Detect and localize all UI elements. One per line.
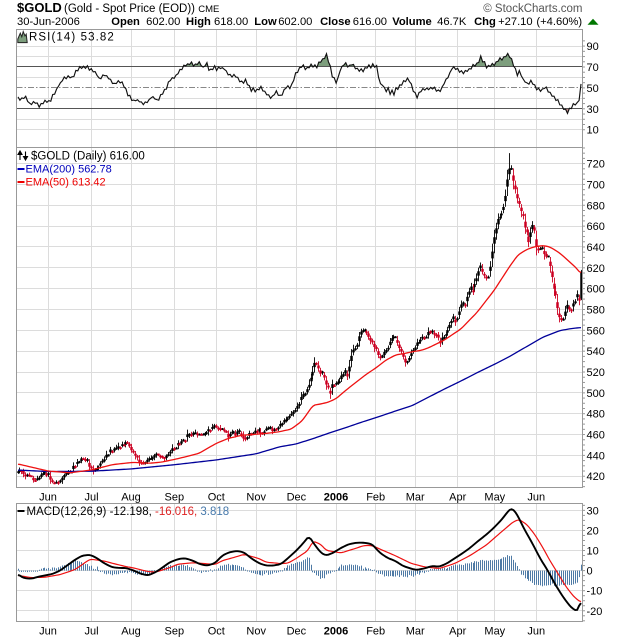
svg-text:Low: Low	[254, 16, 277, 28]
svg-text:50: 50	[587, 83, 599, 95]
svg-text:High: High	[186, 16, 211, 28]
svg-text:10: 10	[587, 546, 599, 558]
svg-text:Close: Close	[320, 16, 350, 28]
svg-text:420: 420	[587, 471, 605, 483]
svg-text:616.00: 616.00	[353, 16, 387, 28]
svg-text:30: 30	[587, 104, 599, 116]
svg-text:EMA(200) 562.78: EMA(200) 562.78	[26, 164, 112, 176]
svg-text:Jun: Jun	[39, 492, 57, 504]
svg-text:700: 700	[587, 179, 605, 191]
svg-text:Oct: Oct	[208, 626, 225, 638]
svg-text:MACD(12,26,9) -12.198, -16.016: MACD(12,26,9) -12.198, -16.016, 3.818	[27, 506, 230, 518]
svg-text:30-Jun-2006: 30-Jun-2006	[17, 16, 80, 28]
svg-text:Jun: Jun	[527, 626, 545, 638]
svg-text:30: 30	[587, 505, 599, 517]
svg-text:660: 660	[587, 221, 605, 233]
svg-text:Feb: Feb	[366, 626, 385, 638]
svg-text:-10: -10	[587, 586, 603, 598]
svg-text:10: 10	[587, 125, 599, 137]
svg-text:Mar: Mar	[406, 492, 425, 504]
svg-text:Nov: Nov	[246, 626, 266, 638]
svg-text:-20: -20	[587, 606, 603, 618]
svg-text:$GOLD: $GOLD	[17, 0, 62, 15]
svg-text:(+4.60%): (+4.60%)	[536, 16, 582, 28]
svg-text:680: 680	[587, 200, 605, 212]
svg-text:Dec: Dec	[287, 626, 307, 638]
svg-text:May: May	[484, 626, 505, 638]
svg-text:RSI(14) 53.82: RSI(14) 53.82	[29, 32, 115, 44]
svg-text:620: 620	[587, 263, 605, 275]
svg-text:480: 480	[587, 409, 605, 421]
svg-text:46.7K: 46.7K	[437, 16, 467, 28]
svg-text:720: 720	[587, 159, 605, 171]
svg-text:Dec: Dec	[287, 492, 307, 504]
svg-text:2006: 2006	[324, 492, 348, 504]
svg-text:460: 460	[587, 430, 605, 442]
svg-text:602.00: 602.00	[278, 16, 312, 28]
svg-text:Sep: Sep	[165, 492, 185, 504]
svg-text:+27.10: +27.10	[498, 16, 533, 28]
svg-text:EMA(50) 613.42: EMA(50) 613.42	[26, 177, 106, 189]
svg-text:Jul: Jul	[84, 492, 98, 504]
svg-text:Jul: Jul	[84, 626, 98, 638]
svg-text:Oct: Oct	[208, 492, 225, 504]
svg-text:Feb: Feb	[366, 492, 385, 504]
svg-text:602.00: 602.00	[146, 16, 180, 28]
svg-text:600: 600	[587, 284, 605, 296]
svg-text:Nov: Nov	[246, 492, 266, 504]
svg-text:520: 520	[587, 367, 605, 379]
svg-text:Open: Open	[111, 16, 140, 28]
svg-text:500: 500	[587, 388, 605, 400]
svg-text:440: 440	[587, 450, 605, 462]
svg-text:540: 540	[587, 346, 605, 358]
svg-text:Apr: Apr	[449, 626, 466, 638]
svg-text:618.00: 618.00	[214, 16, 248, 28]
svg-text:Aug: Aug	[121, 626, 141, 638]
svg-text:Apr: Apr	[449, 492, 466, 504]
svg-text:Chg: Chg	[474, 16, 496, 28]
svg-text:Jun: Jun	[527, 492, 545, 504]
svg-text:70: 70	[587, 62, 599, 74]
svg-text:580: 580	[587, 304, 605, 316]
svg-text:Aug: Aug	[121, 492, 141, 504]
svg-text:20: 20	[587, 525, 599, 537]
svg-text:640: 640	[587, 242, 605, 254]
svg-text:Sep: Sep	[165, 626, 185, 638]
svg-text:(Gold - Spot Price (EOD)) CME: (Gold - Spot Price (EOD)) CME	[64, 3, 219, 15]
svg-text:560: 560	[587, 325, 605, 337]
svg-text:© StockCharts.com: © StockCharts.com	[483, 3, 582, 15]
svg-text:$GOLD (Daily) 616.00: $GOLD (Daily) 616.00	[31, 151, 145, 163]
svg-text:Jun: Jun	[39, 626, 57, 638]
svg-text:May: May	[484, 492, 505, 504]
svg-text:Mar: Mar	[406, 626, 425, 638]
svg-text:Volume: Volume	[392, 16, 432, 28]
svg-text:2006: 2006	[324, 626, 348, 638]
svg-text:90: 90	[587, 41, 599, 53]
svg-text:0: 0	[587, 566, 593, 578]
